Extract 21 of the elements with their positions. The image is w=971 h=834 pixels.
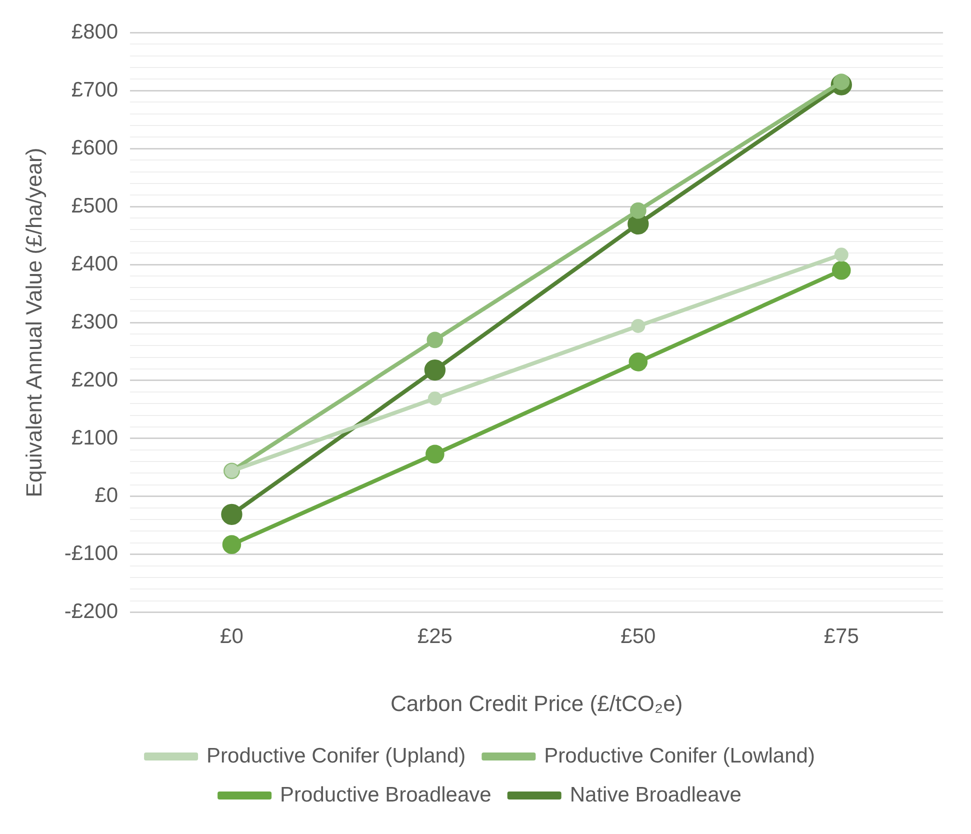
x-tick-label: £50 [620,624,656,648]
y-tick-label: -£200 [64,600,118,624]
y-tick-label: -£100 [64,542,118,566]
y-tick-label: £400 [71,252,118,276]
legend-label: Productive Broadleave [280,783,492,806]
y-tick-label: £0 [94,484,118,508]
legend-label: Productive Conifer (Upland) [206,744,466,768]
y-tick-label: £800 [71,20,118,44]
x-axis-title: Carbon Credit Price (£/tCO₂e) [390,690,683,716]
x-tick-label: £25 [417,624,452,648]
y-tick-label: £200 [71,368,118,392]
legend-label: Native Broadleave [570,783,742,806]
y-tick-label: £700 [71,78,118,102]
x-tick-label: £0 [220,624,244,648]
y-tick-label: £300 [71,310,118,334]
y-tick-label: £600 [71,136,118,160]
x-tick-label: £75 [824,624,859,648]
y-axis-title: Equivalent Annual Value (£/ha/year) [21,148,46,498]
legend-label: Productive Conifer (Lowland) [544,744,815,768]
y-tick-label: £500 [71,194,118,218]
y-tick-label: £100 [71,426,118,450]
